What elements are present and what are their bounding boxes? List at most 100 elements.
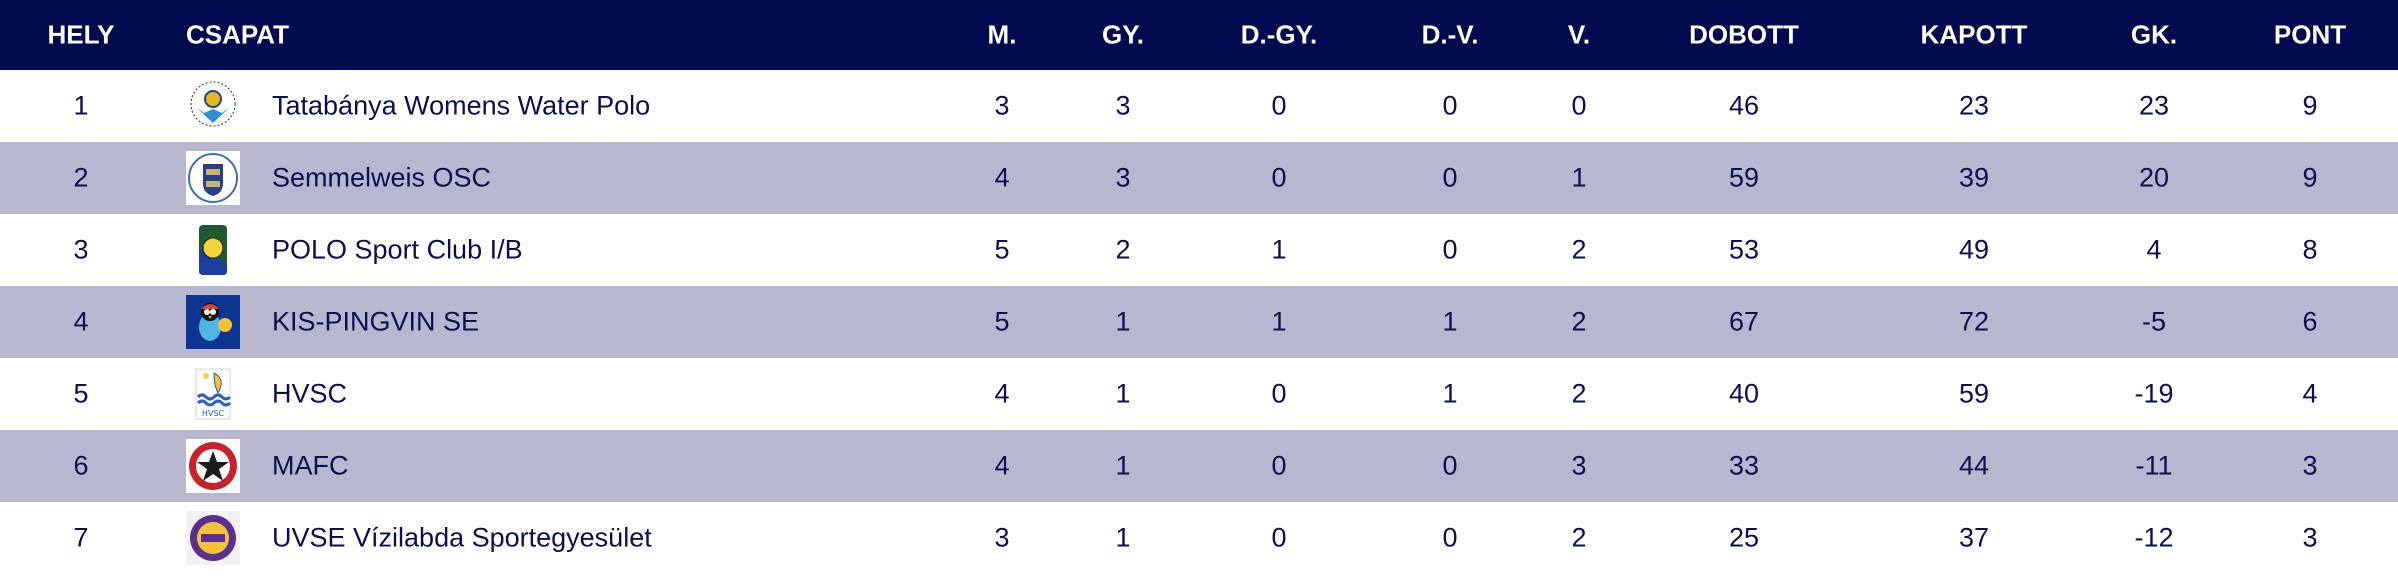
cell-dv: 0	[1442, 90, 1458, 121]
penguin-crest-icon	[186, 295, 240, 349]
cell-gk: -11	[2135, 450, 2173, 481]
table-header: HELY CSAPAT M. GY. D.-GY. D.-V. V. DOBOT…	[0, 0, 2398, 70]
cell-dv: 1	[1442, 306, 1458, 337]
cell-dobott: 67	[1728, 306, 1760, 337]
table-row: 4 5 1 1 1 2 67 72 -5 6 KIS-PINGVIN SE	[0, 286, 2398, 358]
header-dv[interactable]: D.-V.	[1421, 19, 1479, 50]
cell-dv: 0	[1442, 234, 1458, 265]
cell-kapott: 59	[1958, 378, 1990, 409]
tatabanya-crest-icon	[186, 79, 240, 133]
cell-pont: 4	[2302, 378, 2318, 409]
cell-dobott: 40	[1728, 378, 1760, 409]
team-name-link[interactable]: HVSC	[272, 378, 348, 409]
hvsc-waves-crest-icon: HVSC	[186, 367, 240, 421]
header-pont[interactable]: PONT	[2273, 19, 2347, 50]
cell-dobott: 46	[1728, 90, 1760, 121]
cell-m: 5	[994, 234, 1010, 265]
team-name-link[interactable]: Tatabánya Womens Water Polo	[272, 90, 651, 121]
cell-hely: 6	[73, 450, 89, 481]
cell-m: 5	[994, 306, 1010, 337]
cell-dv: 0	[1442, 450, 1458, 481]
cell-gy: 1	[1115, 378, 1131, 409]
cell-dobott: 59	[1728, 162, 1760, 193]
cell-gk: 4	[2146, 234, 2162, 265]
cell-hely: 3	[73, 234, 89, 265]
cell-hely: 1	[73, 90, 89, 121]
team-name-link[interactable]: Semmelweis OSC	[272, 162, 492, 193]
svg-text:HVSC: HVSC	[202, 409, 225, 418]
cell-gy: 1	[1115, 522, 1131, 553]
header-kapott[interactable]: KAPOTT	[1920, 19, 2028, 50]
cell-gk: 20	[2138, 162, 2170, 193]
cell-v: 0	[1571, 90, 1587, 121]
cell-kapott: 23	[1958, 90, 1990, 121]
cell-gk: -5	[2141, 306, 2167, 337]
cell-kapott: 72	[1958, 306, 1990, 337]
cell-gy: 1	[1115, 306, 1131, 337]
table-row: 5 4 1 0 1 2 40 59 -19 4 HVSC HVSC	[0, 358, 2398, 430]
header-gy[interactable]: GY.	[1102, 19, 1144, 50]
cell-dobott: 53	[1728, 234, 1760, 265]
cell-hely: 2	[73, 162, 89, 193]
cell-v: 3	[1571, 450, 1587, 481]
cell-gk: 23	[2138, 90, 2170, 121]
header-gk[interactable]: GK.	[2130, 19, 2178, 50]
team-name-link[interactable]: UVSE Vízilabda Sportegyesület	[272, 522, 652, 553]
header-dobott[interactable]: DOBOTT	[1689, 19, 1799, 50]
cell-gy: 3	[1115, 90, 1131, 121]
cell-pont: 3	[2302, 450, 2318, 481]
polo-ball-crest-icon	[186, 223, 240, 277]
cell-gy: 2	[1115, 234, 1131, 265]
cell-pont: 3	[2302, 522, 2318, 553]
cell-kapott: 49	[1958, 234, 1990, 265]
team-name-link[interactable]: KIS-PINGVIN SE	[272, 306, 480, 337]
header-dgy[interactable]: D.-GY.	[1240, 19, 1318, 50]
cell-hely: 7	[73, 522, 89, 553]
cell-kapott: 37	[1958, 522, 1990, 553]
table-row: 7 3 1 0 0 2 25 37 -12 3 UVSE Vízilabda Sportegyesü…	[0, 502, 2398, 574]
header-m[interactable]: M.	[987, 19, 1017, 50]
table-row: 6 4 1 0 0 3 33 44 -11 3 MAFC	[0, 430, 2398, 502]
table-row: 3 5 2 1 0 2 53 49 4 8 POLO Sport Club I/B	[0, 214, 2398, 286]
cell-hely: 4	[73, 306, 89, 337]
cell-pont: 9	[2302, 90, 2318, 121]
cell-gy: 1	[1115, 450, 1131, 481]
cell-dgy: 1	[1271, 306, 1287, 337]
mafc-star-crest-icon	[186, 439, 240, 493]
cell-dgy: 1	[1271, 234, 1287, 265]
cell-v: 1	[1571, 162, 1587, 193]
cell-dv: 0	[1442, 162, 1458, 193]
cell-dv: 1	[1442, 378, 1458, 409]
cell-dgy: 0	[1271, 450, 1287, 481]
cell-dv: 0	[1442, 522, 1458, 553]
cell-pont: 8	[2302, 234, 2318, 265]
cell-dgy: 0	[1271, 162, 1287, 193]
cell-kapott: 39	[1958, 162, 1990, 193]
cell-gy: 3	[1115, 162, 1131, 193]
cell-v: 2	[1571, 234, 1587, 265]
header-csapat[interactable]: CSAPAT	[186, 19, 290, 50]
cell-m: 3	[994, 90, 1010, 121]
cell-dgy: 0	[1271, 378, 1287, 409]
cell-gk: -12	[2134, 522, 2174, 553]
cell-m: 4	[994, 450, 1010, 481]
semmelweis-crest-icon	[186, 151, 240, 205]
cell-pont: 6	[2302, 306, 2318, 337]
cell-hely: 5	[73, 378, 89, 409]
table-row: 1 3 3 0 0 0 46 23 23 9 Tatabánya Womens Water Polo	[0, 70, 2398, 142]
cell-kapott: 44	[1958, 450, 1990, 481]
header-hely[interactable]: HELY	[47, 19, 115, 50]
cell-dobott: 33	[1728, 450, 1760, 481]
cell-m: 4	[994, 378, 1010, 409]
team-name-link[interactable]: MAFC	[272, 450, 349, 481]
cell-m: 3	[994, 522, 1010, 553]
uvse-crest-icon	[186, 511, 240, 565]
cell-dobott: 25	[1728, 522, 1760, 553]
cell-v: 2	[1571, 522, 1587, 553]
table-row: 2 4 3 0 0 1 59 39 20 9 Semmelweis OSC	[0, 142, 2398, 214]
cell-v: 2	[1571, 306, 1587, 337]
header-v[interactable]: V.	[1567, 19, 1591, 50]
cell-gk: -19	[2134, 378, 2174, 409]
team-name-link[interactable]: POLO Sport Club I/B	[272, 234, 523, 265]
